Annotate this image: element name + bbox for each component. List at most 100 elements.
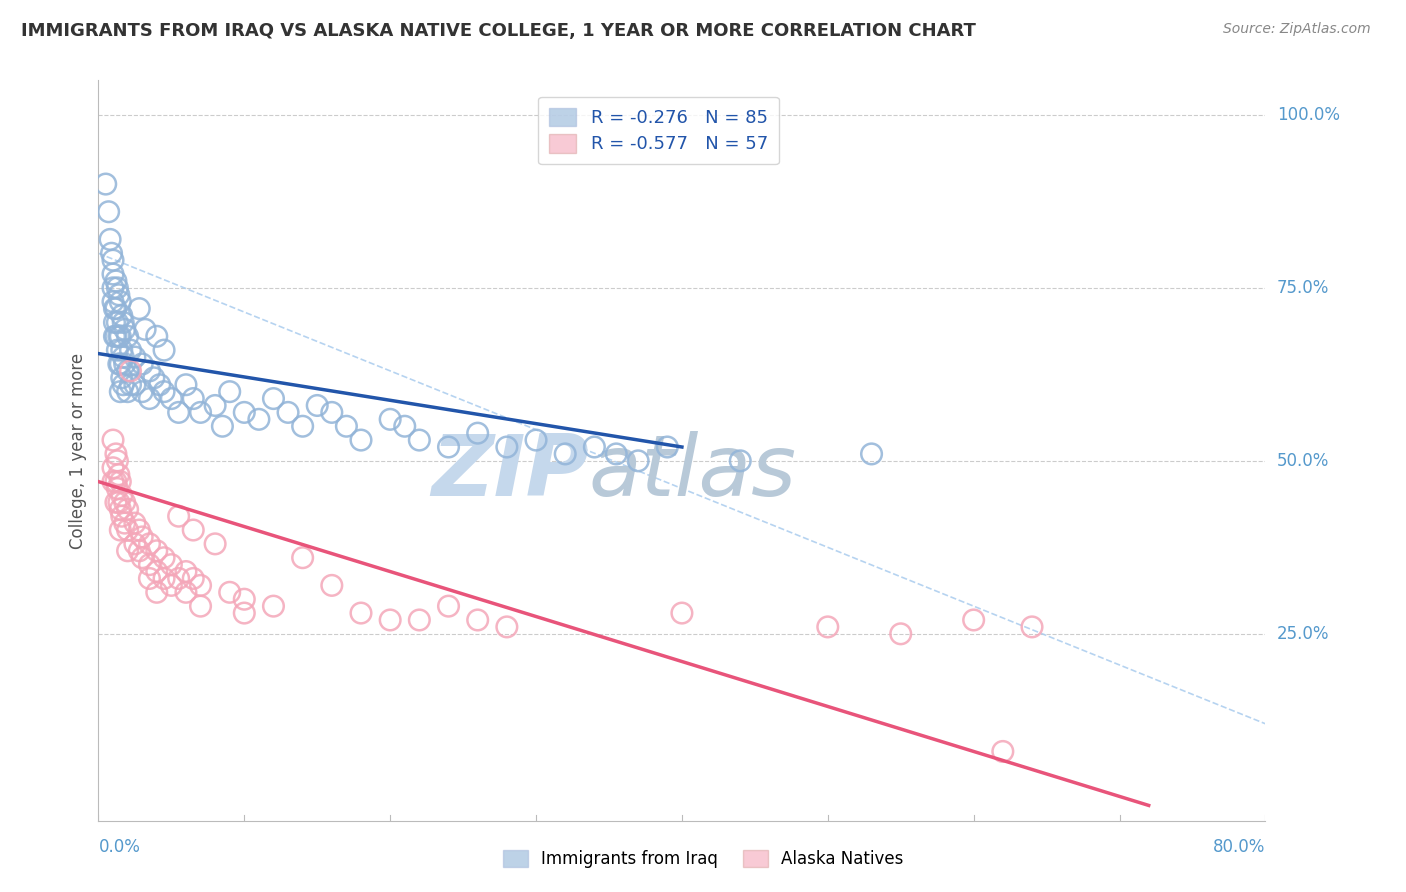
- Point: [181, 572, 204, 586]
- Point: [105, 482, 128, 496]
- Point: [104, 329, 127, 343]
- Point: [233, 592, 256, 607]
- Point: [101, 475, 124, 489]
- Point: [554, 447, 576, 461]
- Point: [111, 309, 134, 323]
- Text: 80.0%: 80.0%: [1213, 838, 1265, 856]
- Point: [160, 578, 183, 592]
- Point: [817, 620, 839, 634]
- Point: [190, 599, 212, 614]
- Point: [103, 301, 125, 316]
- Point: [110, 523, 132, 537]
- Point: [108, 495, 131, 509]
- Point: [104, 495, 127, 509]
- Point: [101, 433, 124, 447]
- Point: [105, 315, 128, 329]
- Point: [117, 502, 139, 516]
- Point: [94, 177, 117, 191]
- Point: [103, 329, 125, 343]
- Point: [105, 454, 128, 468]
- Point: [153, 343, 176, 358]
- Point: [350, 433, 373, 447]
- Point: [124, 537, 146, 551]
- Point: [120, 343, 142, 358]
- Point: [114, 516, 136, 530]
- Point: [146, 543, 169, 558]
- Point: [117, 543, 139, 558]
- Point: [111, 488, 134, 502]
- Point: [174, 565, 197, 579]
- Point: [174, 585, 197, 599]
- Point: [380, 613, 402, 627]
- Point: [160, 392, 183, 406]
- Point: [138, 572, 160, 586]
- Point: [204, 399, 226, 413]
- Point: [100, 246, 122, 260]
- Y-axis label: College, 1 year or more: College, 1 year or more: [69, 352, 87, 549]
- Point: [160, 558, 183, 572]
- Point: [233, 606, 256, 620]
- Point: [138, 537, 160, 551]
- Point: [111, 509, 134, 524]
- Point: [167, 572, 190, 586]
- Point: [146, 585, 169, 599]
- Point: [496, 440, 519, 454]
- Point: [146, 565, 169, 579]
- Point: [131, 530, 153, 544]
- Point: [114, 357, 136, 371]
- Point: [394, 419, 416, 434]
- Point: [124, 350, 146, 364]
- Point: [104, 301, 127, 316]
- Point: [101, 253, 124, 268]
- Point: [291, 550, 314, 565]
- Point: [190, 405, 212, 419]
- Point: [307, 399, 329, 413]
- Point: [991, 744, 1014, 758]
- Point: [860, 447, 883, 461]
- Legend: Immigrants from Iraq, Alaska Natives: Immigrants from Iraq, Alaska Natives: [496, 843, 910, 875]
- Point: [153, 572, 176, 586]
- Legend: R = -0.276   N = 85, R = -0.577   N = 57: R = -0.276 N = 85, R = -0.577 N = 57: [538, 96, 779, 164]
- Point: [167, 509, 190, 524]
- Point: [110, 329, 132, 343]
- Point: [146, 329, 169, 343]
- Point: [108, 467, 131, 482]
- Point: [112, 350, 135, 364]
- Point: [128, 523, 150, 537]
- Text: atlas: atlas: [589, 431, 797, 514]
- Point: [204, 537, 226, 551]
- Text: 100.0%: 100.0%: [1277, 106, 1340, 124]
- Point: [131, 357, 153, 371]
- Point: [247, 412, 270, 426]
- Point: [120, 364, 142, 378]
- Point: [114, 495, 136, 509]
- Point: [128, 301, 150, 316]
- Point: [124, 377, 146, 392]
- Point: [153, 384, 176, 399]
- Point: [142, 371, 165, 385]
- Point: [138, 392, 160, 406]
- Point: [108, 357, 131, 371]
- Point: [218, 384, 240, 399]
- Text: 25.0%: 25.0%: [1277, 624, 1330, 643]
- Point: [321, 578, 343, 592]
- Text: 75.0%: 75.0%: [1277, 279, 1330, 297]
- Point: [262, 599, 284, 614]
- Point: [627, 454, 650, 468]
- Point: [890, 627, 912, 641]
- Point: [101, 281, 124, 295]
- Point: [380, 412, 402, 426]
- Point: [104, 447, 127, 461]
- Point: [131, 550, 153, 565]
- Point: [211, 419, 233, 434]
- Point: [657, 440, 679, 454]
- Point: [524, 433, 547, 447]
- Point: [671, 606, 693, 620]
- Point: [110, 294, 132, 309]
- Point: [408, 613, 430, 627]
- Point: [350, 606, 373, 620]
- Point: [98, 232, 121, 246]
- Point: [117, 329, 139, 343]
- Point: [117, 384, 139, 399]
- Point: [110, 502, 132, 516]
